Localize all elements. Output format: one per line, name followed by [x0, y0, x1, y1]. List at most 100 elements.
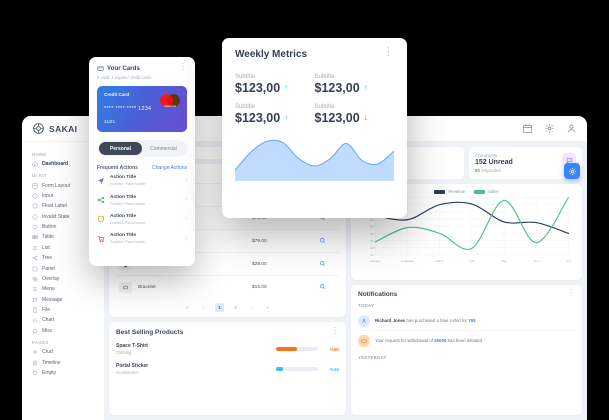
sidebar-item-empty[interactable]: Empty: [29, 368, 97, 378]
sidebar-item-timeline[interactable]: Timeline: [29, 357, 97, 367]
list-item[interactable]: Action Title Subtitle Placeholder ›: [97, 229, 187, 248]
nav-section-uikit: UI KIT: [32, 173, 48, 179]
sidebar-item-table[interactable]: Table: [29, 232, 97, 242]
cell-view[interactable]: [305, 252, 339, 276]
sidebar-item-chart[interactable]: Chart: [29, 315, 97, 325]
credit-card-expiry: 11/21: [104, 119, 116, 124]
sidebar-item-invalid-state[interactable]: Invalid State: [29, 212, 97, 222]
list-item[interactable]: Action Title Subtitle Placeholder ›: [97, 210, 187, 229]
action-subtitle: Subtitle Placeholder: [110, 239, 146, 245]
chevron-right-icon[interactable]: ›: [185, 216, 187, 223]
progress-fill: [276, 347, 297, 351]
cell-price: $79.00: [249, 229, 305, 253]
tab-personal[interactable]: Personal: [99, 142, 142, 155]
config-fab-button[interactable]: [564, 163, 580, 179]
svg-text:April: April: [469, 259, 475, 263]
list-item[interactable]: Space T-Shirt Clothing %50: [116, 339, 339, 359]
notification-text: Richard Jones has purchased a blue t-shi…: [375, 318, 476, 324]
table-row[interactable]: Bracelet $15.00: [116, 276, 339, 299]
user-icon[interactable]: [566, 123, 577, 134]
legend-label: Revenue: [448, 189, 466, 194]
page-2[interactable]: 2: [234, 305, 237, 310]
list-item[interactable]: Your request for withdrawal of 2500$ has…: [358, 330, 575, 350]
progress-fill: [276, 367, 283, 371]
page-next[interactable]: ›: [250, 305, 253, 310]
action-subtitle: Subtitle Placeholder: [110, 181, 146, 187]
product-category: Accessories: [116, 370, 139, 375]
sidebar-item-list[interactable]: List: [29, 243, 97, 253]
metric-value: $123,00: [314, 111, 360, 125]
stat-card-comments[interactable]: Comments 152 Unread 85 responded: [469, 147, 582, 179]
more-vertical-icon[interactable]: ⋮: [567, 288, 575, 297]
cell-view[interactable]: [305, 229, 339, 253]
legend-item-revenue[interactable]: Revenue: [434, 189, 465, 194]
page-first[interactable]: «: [186, 305, 189, 310]
sidebar-item-panel[interactable]: Panel: [29, 263, 97, 273]
area-chart: [234, 139, 395, 181]
more-vertical-icon[interactable]: ⋮: [383, 46, 394, 58]
list-item[interactable]: Action Title Subtitle Placeholder ›: [97, 171, 187, 190]
sidebar-item-dashboard[interactable]: Dashboard: [29, 159, 97, 169]
gear-icon[interactable]: [544, 123, 555, 134]
sidebar-item-crud[interactable]: Crud: [29, 347, 97, 357]
stat-sub-strong: 85: [475, 168, 480, 173]
chevron-right-icon[interactable]: ›: [185, 197, 187, 204]
label-icon: [32, 204, 38, 209]
sidebar-item-overlay[interactable]: Overlay: [29, 274, 97, 284]
sidebar-item-label: Empty: [42, 369, 57, 376]
change-actions-link[interactable]: Change Actions: [151, 165, 187, 171]
view-button[interactable]: [319, 237, 326, 246]
notification-body-end: has been initiated.: [446, 337, 484, 343]
more-vertical-icon[interactable]: ⋮: [179, 62, 187, 71]
svg-text:June: June: [533, 259, 540, 263]
svg-text:March: March: [435, 259, 444, 263]
sidebar-item-message[interactable]: Message: [29, 295, 97, 305]
metrics-grid: Subtitle $123,00 ↑ Subtitle $123,00 ↑ Subt…: [235, 74, 394, 125]
progress-percent: %50: [329, 346, 339, 352]
credit-card-label: Credit Card: [104, 92, 130, 97]
legend-item-sales[interactable]: Sales: [474, 189, 499, 194]
svg-text:50: 50: [370, 225, 374, 229]
sidebar-item-float-label[interactable]: Float Label: [29, 201, 97, 211]
brand[interactable]: SAKAI: [32, 122, 77, 135]
action-text: Action Title Subtitle Placeholder: [110, 214, 146, 225]
credit-card[interactable]: Credit Card **** **** **** 1234 11/21 ma…: [97, 86, 187, 132]
sidebar-item-input[interactable]: Input: [29, 191, 97, 201]
card-type-tabs[interactable]: Personal Commercial: [97, 140, 187, 157]
view-button[interactable]: [319, 214, 326, 223]
panel-subtitle: 5 valid, 1 expired credit cards: [97, 75, 152, 80]
send-icon: [98, 177, 104, 184]
cell-view[interactable]: [305, 276, 339, 299]
view-button[interactable]: [319, 283, 326, 292]
chevron-right-icon[interactable]: ›: [185, 177, 187, 184]
page-1[interactable]: 1: [215, 303, 224, 312]
list-item[interactable]: Richard Jones has purchased a blue t-shi…: [358, 311, 575, 330]
sidebar-item-button[interactable]: Button: [29, 222, 97, 232]
input-icon: [32, 193, 38, 199]
view-button[interactable]: [319, 260, 326, 269]
sidebar-item-misc[interactable]: Misc: [29, 326, 97, 336]
sidebar-item-tree[interactable]: Tree: [29, 253, 97, 263]
pagination[interactable]: « ‹ 1 2 › »: [116, 298, 339, 312]
metric-value: $123,00: [314, 81, 360, 95]
page-prev[interactable]: ‹: [202, 305, 205, 310]
list-item[interactable]: Portal Sticker Accessories %16: [116, 359, 339, 379]
sidebar-item-file[interactable]: File: [29, 305, 97, 315]
sidebar-item-label: Message: [42, 296, 63, 303]
sidebar-item-form-layout[interactable]: Form Layout: [29, 180, 97, 190]
chevron-right-icon[interactable]: ›: [185, 235, 187, 242]
sidebar-item-label: Float Label: [42, 203, 67, 210]
best-selling-title: Best Selling Products: [116, 329, 184, 336]
sidebar-item-label: Crud: [42, 349, 53, 356]
more-vertical-icon[interactable]: ⋮: [331, 326, 339, 335]
list-item[interactable]: Action Title Subtitle Placeholder ›: [97, 190, 187, 209]
sidebar-item-menu[interactable]: Menu: [29, 284, 97, 294]
weekly-metrics-head: Weekly Metrics ⋮: [235, 46, 394, 60]
page-last[interactable]: »: [266, 305, 269, 310]
search-icon: [319, 260, 325, 266]
comments-text: Comments 152 Unread 85 responded: [475, 153, 513, 173]
file-icon: [33, 307, 37, 313]
tab-commercial[interactable]: Commercial: [150, 145, 177, 152]
calendar-icon[interactable]: [522, 123, 533, 134]
